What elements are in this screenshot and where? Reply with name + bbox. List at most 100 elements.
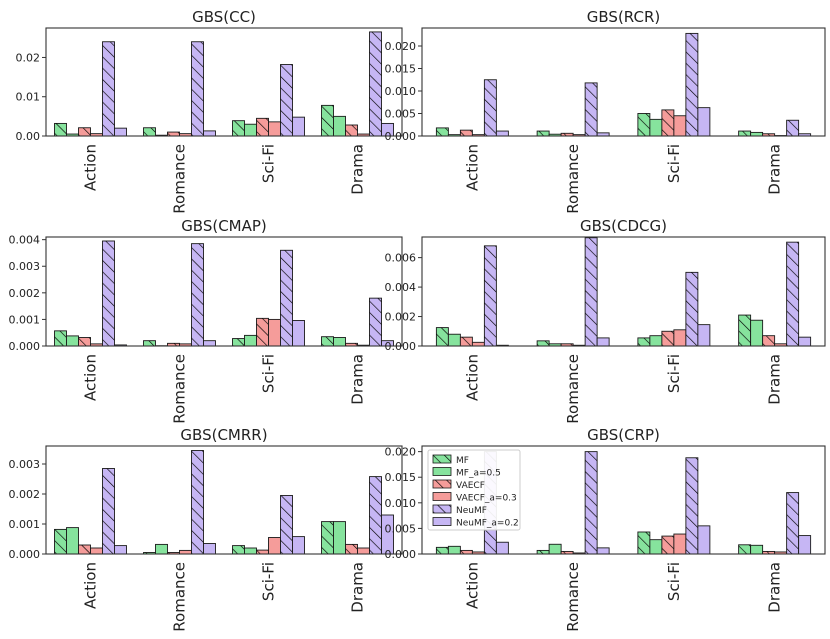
legend-label: MF [456,456,469,466]
x-category-label: Drama [349,144,367,195]
legend-swatch-hatch [433,480,451,488]
bar-sci-fi-vaecf-hatch [256,550,269,554]
x-category-label: Romance [171,354,189,424]
bar-sci-fi-vaecf-a-0-3 [268,537,281,555]
legend-label: NeuMF_a=0.2 [456,519,519,529]
x-category-label: Action [463,144,481,191]
plot-frame [45,27,403,137]
bar-sci-fi-neumf-hatch [685,33,698,136]
bar-sci-fi-vaecf-hatch [661,109,674,136]
bar-romance-vaecf-hatch [167,343,180,346]
bar-sci-fi-mf-hatch [232,338,245,346]
plot-frame [45,236,403,347]
bar-drama-mf-a-0-5 [333,337,346,347]
bar-sci-fi-mf-hatch [637,337,650,346]
bar-romance-neumf-a-0-2 [596,547,610,555]
bar-action-mf-a-0-5 [447,545,461,555]
y-tick-label: 0.003 [9,458,41,471]
bar-drama-vaecf-hatch [345,125,358,136]
bar-drama-neumf-a-0-2 [798,336,812,347]
bar-drama-neumf-a-0-2 [798,535,812,555]
chart-panel: GBS(CDCG) 0.000 0.002 0.004 0.006 Action Roman… [385,217,826,424]
x-category-label: Sci-Fi [260,354,278,393]
chart-title: GBS(CMRR) [180,426,267,444]
bar-action-mf-hatch [436,547,449,554]
y-tick-label: 0.020 [385,446,417,459]
bar-sci-fi-neumf-a-0-2 [697,107,711,137]
bar-action-vaecf-hatch [460,550,473,554]
x-category-label: Sci-Fi [665,354,683,393]
y-tick-label: 0.01 [16,91,41,104]
y-tick-label: 0.002 [9,488,41,501]
bar-sci-fi-neumf-hatch [685,457,698,554]
bar-sci-fi-mf-a-0-5 [649,539,663,555]
chart-title: GBS(CMAP) [181,217,267,235]
bar-drama-vaecf-hatch [762,335,775,346]
legend-swatch [432,467,452,476]
bar-sci-fi-vaecf-hatch [256,118,269,136]
bar-action-neumf-a-0-2 [495,130,509,137]
bar-romance-mf-hatch [143,127,156,136]
bar-romance-neumf-hatch [191,450,204,554]
bar-sci-fi-neumf-hatch [280,495,293,554]
bar-sci-fi-vaecf-a-0-3 [673,115,687,137]
bar-sci-fi-neumf-hatch [685,272,698,346]
legend-label: VAECF_a=0.3 [456,494,517,504]
chart-title: GBS(CRP) [587,426,660,444]
plot-frame [421,236,826,347]
bar-romance-mf-hatch [143,552,156,554]
bar-romance-neumf-a-0-2 [203,543,216,555]
bar-sci-fi-neumf-a-0-2 [697,324,711,347]
bar-sci-fi-mf-a-0-5 [244,547,257,555]
bar-sci-fi-neumf-a-0-2 [292,320,305,347]
bar-action-mf-a-0-5 [66,527,79,555]
bar-sci-fi-neumf-hatch [280,64,293,136]
bar-drama-neumf-hatch [786,492,799,554]
bar-drama-mf-a-0-5 [750,319,764,347]
y-tick-label: 0.005 [385,522,417,535]
bar-action-vaecf-a-0-3 [90,547,103,555]
bar-romance-neumf-hatch [585,82,598,136]
bar-drama-mf-hatch [738,315,751,346]
x-category-label: Romance [171,562,189,632]
bar-drama-vaecf-a-0-3 [357,547,370,555]
chart-panel: GBS(CMAP) 0.000 0.001 0.002 0.003 0.004 Action… [9,217,403,424]
bar-action-vaecf-hatch [460,130,473,136]
bar-action-neumf-hatch [102,468,115,554]
legend-label: VAECF [456,481,485,491]
bar-action-mf-a-0-5 [66,335,79,347]
legend-swatch-hatch [433,455,451,463]
bar-sci-fi-neumf-a-0-2 [292,536,305,555]
bar-drama-mf-a-0-5 [333,521,346,555]
x-category-label: Action [82,144,100,191]
bar-drama-mf-hatch [321,521,334,554]
bar-action-vaecf-hatch [460,337,473,346]
x-category-label: Action [82,562,100,609]
bar-action-mf-hatch [54,123,67,136]
x-category-label: Drama [349,354,367,405]
bar-romance-mf-hatch [143,340,156,346]
bar-romance-vaecf-hatch [561,343,574,346]
y-tick-label: 0.004 [385,281,417,294]
bar-romance-mf-hatch [537,550,550,554]
bar-romance-mf-a-0-5 [155,543,168,555]
bar-drama-vaecf-hatch [345,343,358,346]
legend: MF MF_a=0.5 VAECF VAECF_a=0.3 NeuMF NeuMF_a=0… [427,449,521,531]
bar-sci-fi-vaecf-hatch [661,536,674,554]
y-tick-label: 0.004 [9,234,41,247]
bar-romance-neumf-a-0-2 [203,130,216,137]
chart-title: GBS(CC) [192,8,256,26]
bar-drama-mf-hatch [738,131,751,136]
x-category-label: Romance [171,144,189,214]
y-tick-label: 0.000 [9,340,41,353]
bar-sci-fi-neumf-hatch [280,250,293,346]
bar-drama-vaecf-hatch [762,133,775,136]
y-tick-label: 0.002 [385,311,417,324]
legend-label: MF_a=0.5 [456,469,501,479]
bar-sci-fi-vaecf-hatch [256,318,269,346]
bar-sci-fi-vaecf-a-0-3 [673,533,687,555]
y-tick-label: 0.010 [385,497,417,510]
x-category-label: Action [82,354,100,401]
x-category-label: Drama [766,562,784,613]
